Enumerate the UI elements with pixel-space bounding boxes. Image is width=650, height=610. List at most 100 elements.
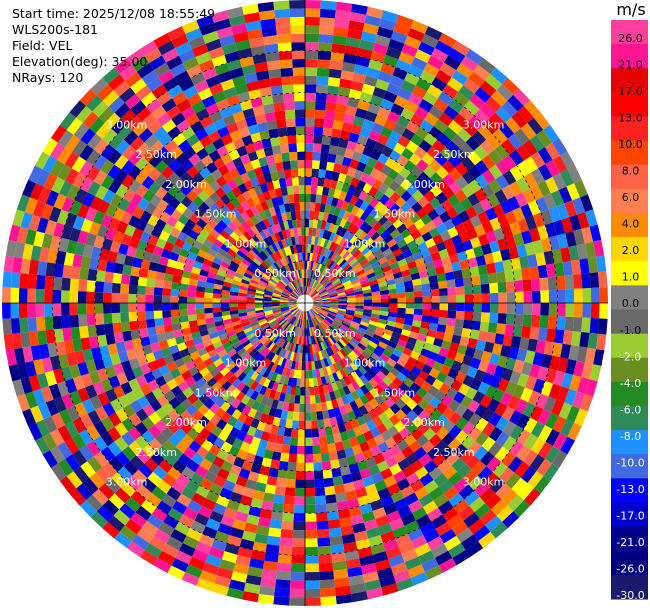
velocity-gate <box>284 393 291 403</box>
velocity-gate <box>446 206 459 219</box>
velocity-gate <box>331 43 346 54</box>
velocity-gate <box>112 322 123 334</box>
velocity-gate <box>474 503 491 519</box>
velocity-gate <box>492 128 508 145</box>
velocity-gate <box>153 303 163 311</box>
velocity-gate <box>398 212 410 224</box>
velocity-gate <box>251 350 260 360</box>
velocity-gate <box>375 272 385 280</box>
velocity-gate <box>324 269 332 277</box>
velocity-gate <box>510 335 522 349</box>
velocity-gate <box>220 460 234 473</box>
velocity-gate <box>276 34 292 44</box>
velocity-gate <box>69 278 79 292</box>
velocity-gate <box>489 312 499 324</box>
velocity-gate <box>439 295 449 303</box>
velocity-gate <box>145 294 154 303</box>
velocity-gate <box>172 500 188 515</box>
velocity-gate <box>370 260 380 269</box>
velocity-gate <box>400 201 412 213</box>
velocity-gate <box>261 324 270 331</box>
velocity-gate <box>346 364 355 374</box>
velocity-gate <box>435 69 452 85</box>
velocity-gate <box>383 234 394 244</box>
velocity-gate <box>339 378 347 388</box>
velocity-gate <box>241 339 251 348</box>
velocity-gate <box>108 493 125 510</box>
velocity-gate <box>339 273 348 281</box>
velocity-gate <box>25 360 37 378</box>
velocity-gate <box>305 185 312 194</box>
velocity-gate <box>317 359 323 369</box>
velocity-gate <box>312 261 316 271</box>
velocity-gate <box>335 1 353 13</box>
velocity-gate <box>309 386 315 396</box>
velocity-gate <box>305 193 311 203</box>
velocity-gate <box>293 75 305 85</box>
velocity-gate <box>79 267 89 281</box>
velocity-gate <box>53 396 67 413</box>
velocity-gate <box>188 366 200 377</box>
velocity-gate <box>166 536 183 551</box>
velocity-gate <box>344 253 353 262</box>
velocity-gate <box>537 366 549 381</box>
velocity-gate <box>375 515 390 528</box>
velocity-gate <box>527 338 538 352</box>
velocity-gate <box>522 449 538 467</box>
velocity-gate <box>369 197 380 208</box>
velocity-gate <box>355 208 365 219</box>
velocity-gate <box>419 473 434 487</box>
velocity-gate <box>211 583 229 596</box>
velocity-gate <box>186 459 200 473</box>
velocity-gate <box>314 487 326 497</box>
velocity-gate <box>305 25 320 34</box>
velocity-gate <box>273 0 290 11</box>
velocity-gate <box>435 426 449 440</box>
velocity-gate <box>14 347 26 365</box>
velocity-gate <box>181 327 192 336</box>
velocity-gate <box>513 88 531 106</box>
velocity-gate <box>354 368 364 378</box>
velocity-gate <box>449 342 460 353</box>
velocity-gate <box>408 153 422 166</box>
velocity-gate <box>284 359 290 368</box>
velocity-gate <box>322 319 330 327</box>
velocity-gate <box>553 370 566 387</box>
velocity-gate <box>395 533 412 547</box>
velocity-gate <box>300 218 305 228</box>
velocity-gate <box>300 378 305 388</box>
velocity-gate <box>502 511 520 529</box>
velocity-gate <box>219 559 236 572</box>
velocity-gate <box>330 324 338 332</box>
velocity-gate <box>428 322 438 331</box>
velocity-gate <box>282 340 288 350</box>
velocity-gate <box>589 364 602 382</box>
velocity-gate <box>161 303 171 311</box>
velocity-gate <box>509 165 524 181</box>
velocity-gate <box>420 380 433 392</box>
velocity-gate <box>415 466 429 480</box>
velocity-gate <box>598 318 608 335</box>
velocity-gate <box>331 334 339 343</box>
velocity-gate <box>410 272 421 281</box>
velocity-gate <box>271 354 279 363</box>
velocity-gate <box>376 225 387 236</box>
velocity-gate <box>498 292 507 303</box>
velocity-gate <box>391 266 402 275</box>
velocity-gate <box>320 194 328 205</box>
velocity-gate <box>209 403 221 415</box>
velocity-gate <box>234 344 244 353</box>
velocity-gate <box>337 423 347 434</box>
velocity-gate <box>389 180 401 192</box>
velocity-gate <box>267 342 276 351</box>
velocity-gate <box>364 237 374 247</box>
velocity-gate <box>297 151 305 161</box>
velocity-gate <box>372 551 389 564</box>
velocity-gate <box>329 335 337 344</box>
velocity-gate <box>398 382 410 394</box>
velocity-gate <box>252 340 262 349</box>
velocity-gate <box>138 463 153 479</box>
velocity-gate <box>400 108 415 121</box>
velocity-gate <box>276 25 291 36</box>
velocity-gate <box>195 485 210 498</box>
